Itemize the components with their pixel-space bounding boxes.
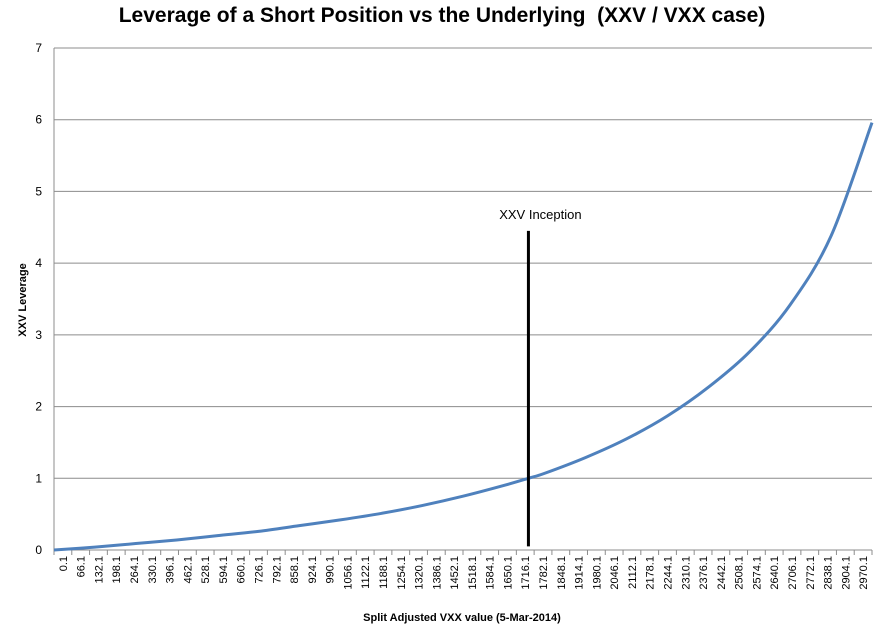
x-tick-label: 1188.1 [378,556,390,589]
x-tick-label: 726.1 [254,556,266,584]
series-line [53,122,874,552]
x-tick-label: 1056.1 [342,556,354,590]
x-tick-label: 132.1 [93,556,105,584]
y-tick-label: 3 [35,328,42,342]
x-tick-label: 2706.1 [787,556,799,590]
y-tick-label: 1 [35,471,42,485]
x-tick-label: 198.1 [111,556,123,584]
x-tick-label: 528.1 [200,556,212,584]
x-tick-label: 990.1 [325,556,337,584]
x-tick-label: 2904.1 [840,556,852,590]
x-tick-label: 1518.1 [467,556,479,590]
chart-title: Leverage of a Short Position vs the Unde… [118,4,766,27]
x-axis [53,48,872,551]
x-tick-label: 2442.1 [716,556,728,590]
series-group [53,122,874,552]
x-tick-label: 330.1 [147,556,159,584]
inception-label: XXV Inception [499,207,581,222]
x-tick-label: 2640.1 [769,556,781,590]
y-tick-label: 2 [35,400,42,414]
x-tick-label: 594.1 [218,556,230,584]
x-tick-label: 1584.1 [485,556,497,590]
x-tick-label: 0.1 [58,556,70,571]
y-axis-ticks: 0 1 2 3 4 5 6 7 [35,41,42,557]
y-axis-label: XXV Leverage [17,263,29,336]
x-tick-label: 2376.1 [698,556,710,590]
x-tick-label: 792.1 [271,556,283,584]
x-tick-label: 1320.1 [414,556,426,590]
x-tick-label: 1254.1 [396,556,408,590]
x-tick-label: 396.1 [165,556,177,584]
x-tick-label: 1716.1 [520,556,532,590]
x-tick-label: 1386.1 [431,556,443,590]
x-tick-label: 2772.1 [805,556,817,590]
annotations: XXV Inception [499,207,582,547]
x-tick-label: 2970.1 [858,556,870,590]
x-tick-label: 858.1 [289,556,301,584]
x-tick-label: 462.1 [182,556,194,584]
x-tick-label: 2310.1 [680,556,692,590]
x-tick-label: 2574.1 [751,556,763,590]
x-axis-label: Split Adjusted VXX value (5-Mar-2014) [363,612,561,624]
x-tick-label: 1122.1 [360,556,372,589]
x-tick-label: 264.1 [129,556,141,584]
x-tick-label: 2244.1 [663,556,675,590]
x-tick-label: 2178.1 [645,556,657,590]
x-tick-label: 1650.1 [502,556,514,590]
x-tick-label: 2838.1 [823,556,835,590]
x-axis-ticks: 0.1 66.1 132.1 198.1 264.1 330.1 396.1 462.1 528… [53,550,873,590]
y-tick-label: 4 [35,256,42,270]
x-tick-label: 2508.1 [734,556,746,590]
x-tick-label: 1980.1 [591,556,603,590]
x-tick-label: 66.1 [76,556,88,577]
x-tick-label: 660.1 [236,556,248,584]
x-tick-label: 1452.1 [449,556,461,590]
y-tick-label: 5 [35,184,42,198]
y-tick-label: 0 [35,543,42,557]
x-tick-label: 1914.1 [574,556,586,590]
x-tick-label: 2046.1 [609,556,621,590]
y-tick-label: 6 [35,113,42,127]
x-tick-label: 2112.1 [627,556,639,589]
x-tick-label: 1848.1 [556,556,568,590]
gridlines [54,47,872,479]
x-tick-label: 1782.1 [538,556,550,590]
y-tick-label: 7 [35,41,42,55]
x-tick-label: 924.1 [307,556,319,584]
